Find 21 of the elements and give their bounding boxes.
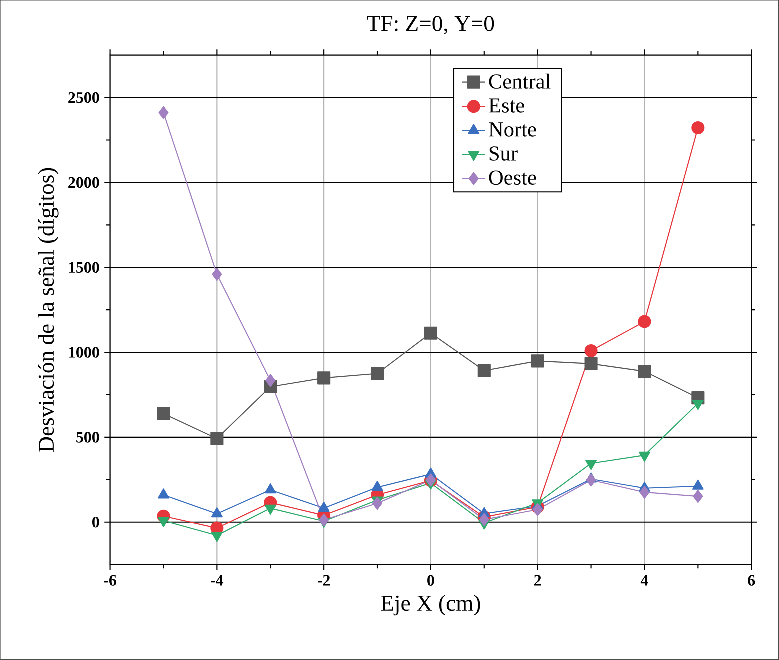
x-tick-label: -4 — [211, 575, 224, 586]
y-tick-label: 1000 — [69, 347, 100, 358]
y-tick-label: 0 — [92, 516, 100, 528]
y-tick-label: 1500 — [69, 262, 100, 273]
legend-label: Norte — [489, 122, 536, 137]
y-tick-label: 500 — [76, 432, 100, 443]
legend-label: Este — [489, 98, 524, 113]
legend-label: Sur — [490, 146, 518, 161]
x-tick-label: 6 — [748, 575, 756, 586]
chart-title: TF: Z=0, Y=0 — [367, 16, 494, 35]
legend-label: Oeste — [489, 170, 536, 185]
x-tick-label: -6 — [104, 575, 116, 586]
x-axis-title: Eje X (cm) — [381, 595, 480, 616]
x-tick-label: 4 — [640, 575, 648, 586]
legend-label: Central — [489, 74, 551, 89]
x-tick-label: 2 — [534, 575, 542, 586]
y-tick-label: 2000 — [68, 177, 100, 188]
x-tick-label: 0 — [428, 575, 434, 586]
y-axis-title: Desviación de la señal (dígitos) — [38, 168, 59, 452]
y-tick-label: 2500 — [68, 92, 100, 104]
x-tick-label: -2 — [318, 575, 330, 586]
